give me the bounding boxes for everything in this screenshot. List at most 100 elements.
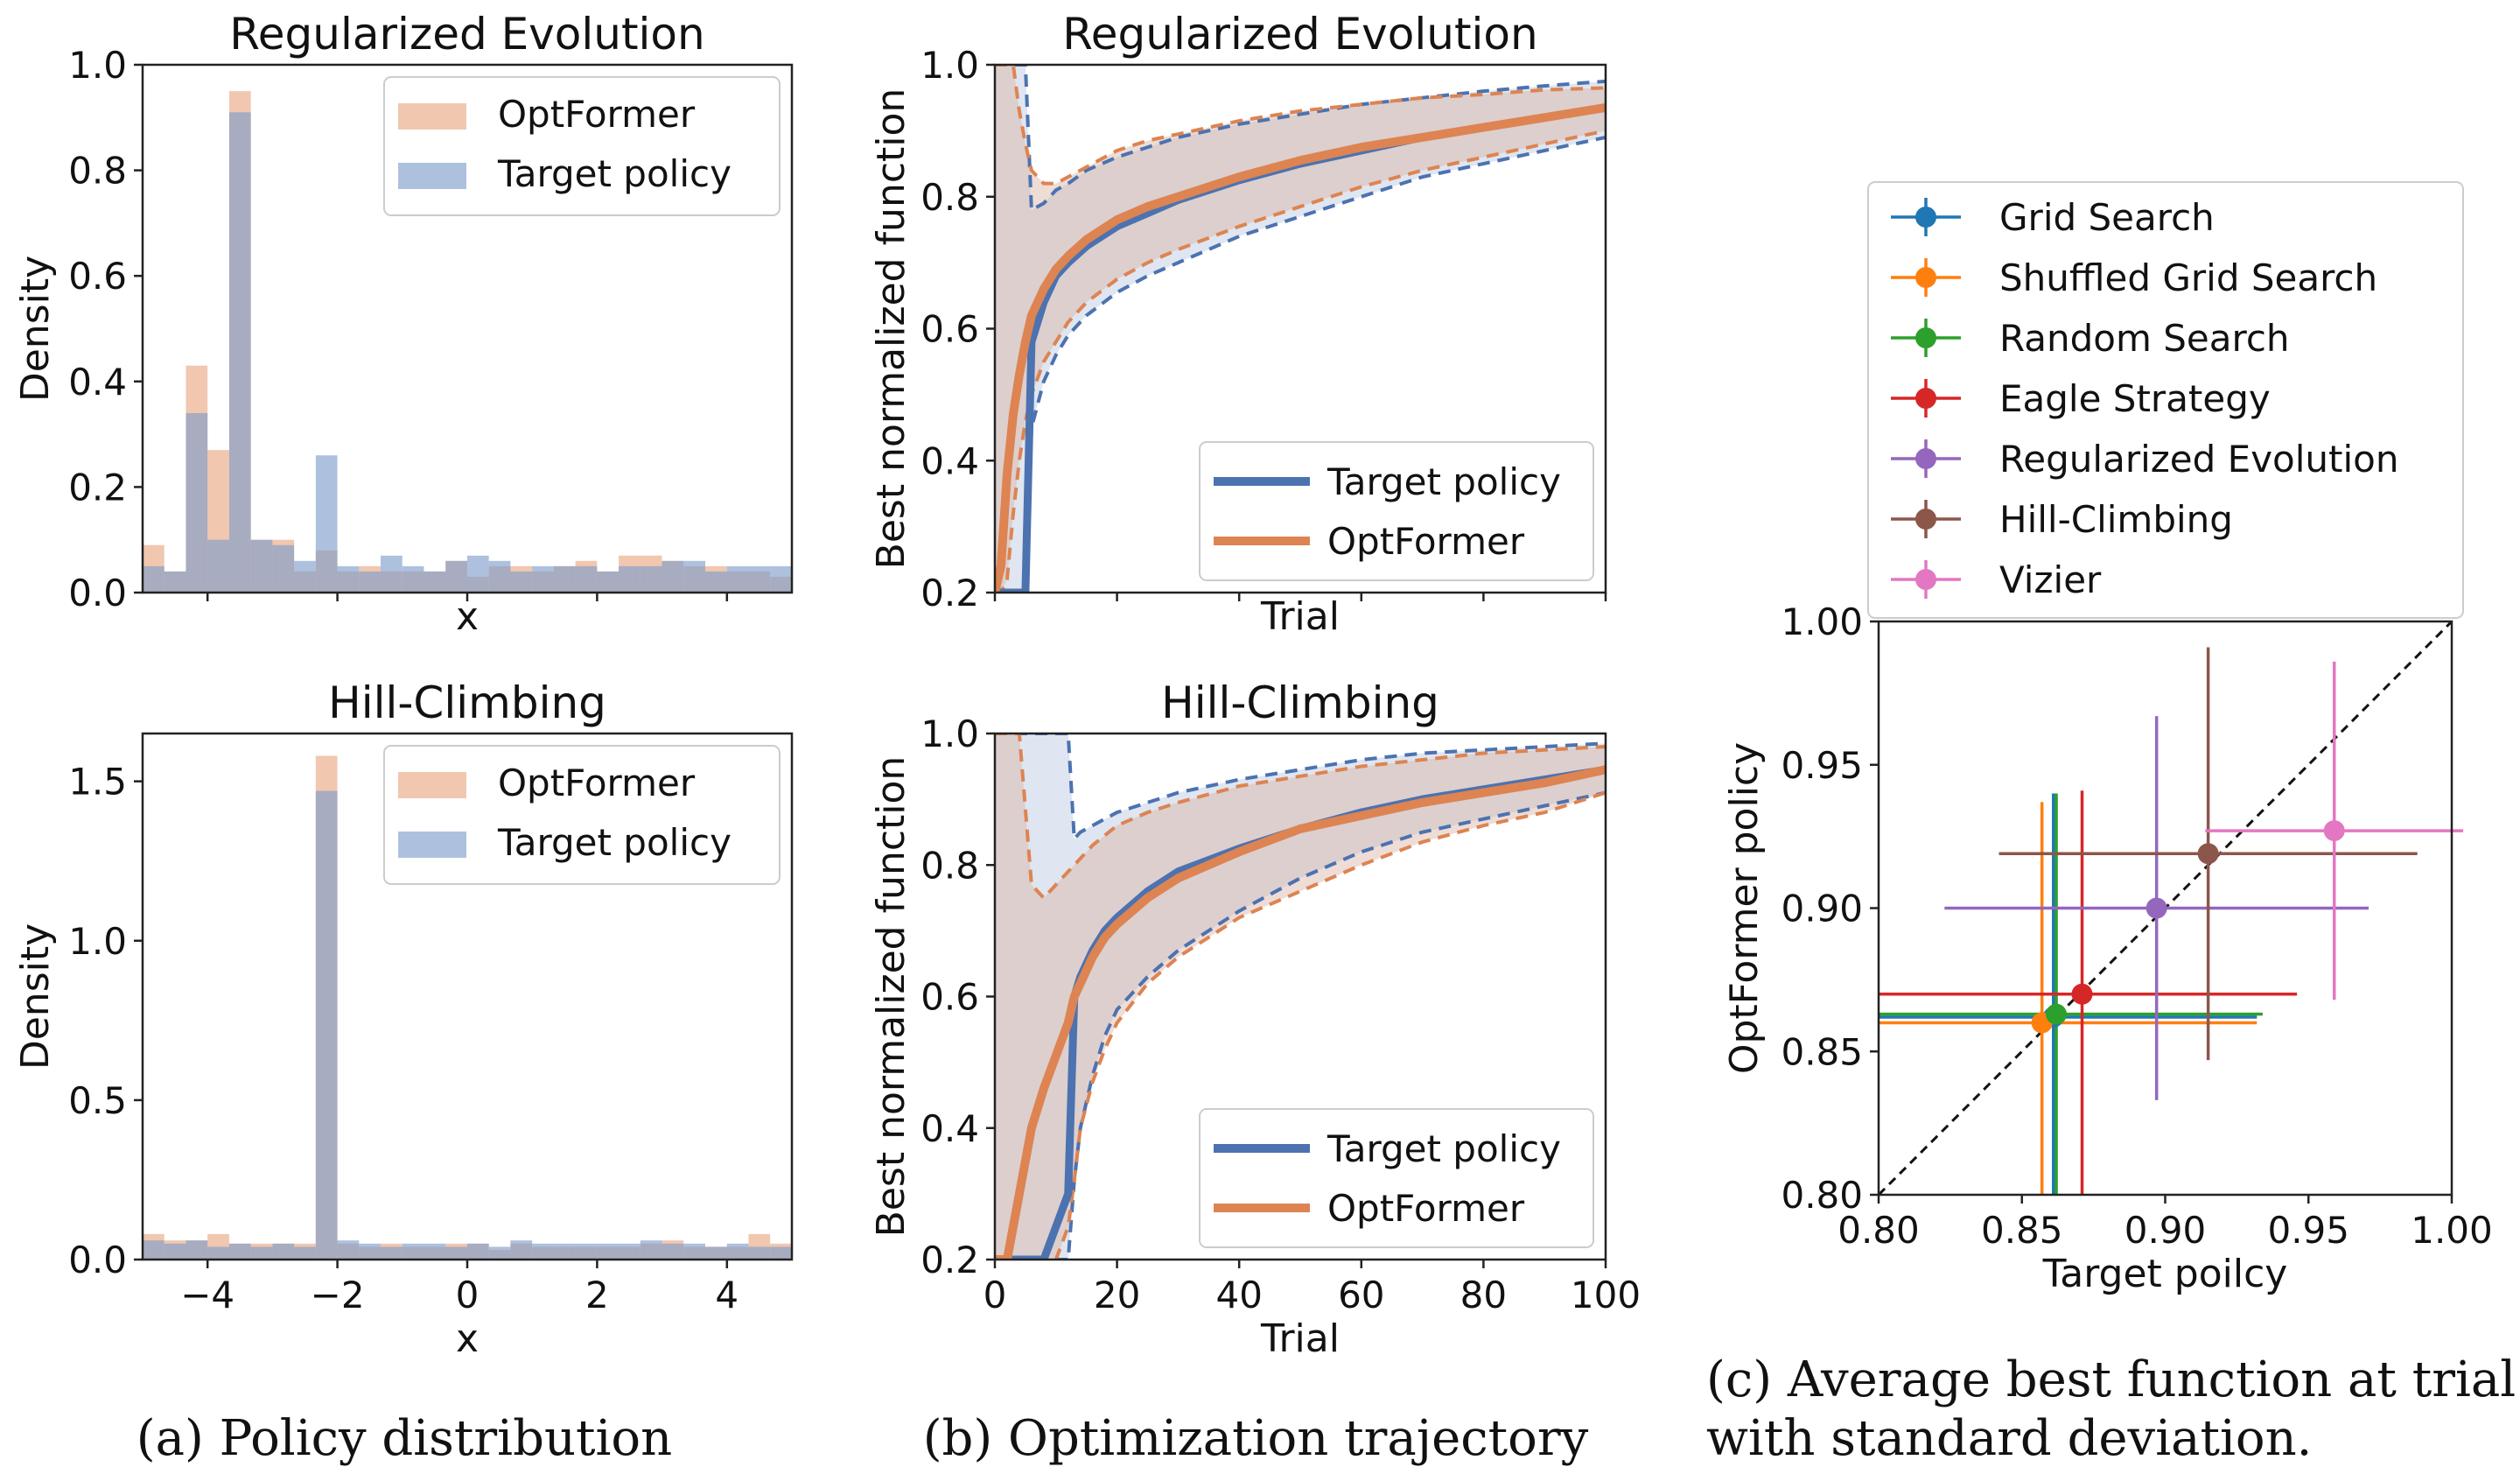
y-tick-label: 0.80 bbox=[1781, 1174, 1863, 1217]
y-tick-label: 1.0 bbox=[68, 920, 127, 963]
bar-target-policy bbox=[466, 555, 489, 593]
legend-swatch-optformer bbox=[398, 103, 466, 130]
legend-marker-hill-climbing bbox=[1915, 509, 1936, 530]
x-tick-label: 0 bbox=[984, 1274, 1007, 1316]
bar-target-policy bbox=[640, 1240, 662, 1260]
chart-title: Regularized Evolution bbox=[229, 9, 704, 60]
upper-optformer bbox=[995, 65, 1606, 186]
bar-target-policy bbox=[445, 560, 467, 593]
bar-target-policy bbox=[359, 1243, 382, 1260]
bar-target-policy bbox=[553, 1243, 576, 1260]
legend-swatch-optformer bbox=[398, 772, 466, 798]
bar-target-policy bbox=[726, 565, 749, 593]
bar-target-policy bbox=[143, 1240, 164, 1260]
legend-marker-random-search bbox=[1915, 327, 1936, 348]
y-tick-label: 1.0 bbox=[920, 712, 979, 755]
bar-target-policy bbox=[662, 1243, 684, 1260]
caption-b: (b) Optimization trajectory bbox=[923, 1410, 1589, 1467]
bar-target-policy bbox=[640, 565, 662, 593]
y-tick-label: 1.5 bbox=[68, 761, 127, 804]
bar-target-policy bbox=[619, 565, 640, 593]
legend-label: Target policy bbox=[497, 152, 732, 195]
legend-marker-grid-search bbox=[1915, 207, 1936, 228]
lower-optformer bbox=[995, 790, 1606, 1260]
legend-label: OptFormer bbox=[498, 93, 696, 136]
band-target-policy bbox=[995, 733, 1606, 1260]
bar-target-policy bbox=[207, 1246, 229, 1260]
bar-target-policy bbox=[337, 565, 360, 593]
legend-swatch-target-policy bbox=[398, 163, 466, 189]
bar-target-policy bbox=[207, 539, 229, 593]
hist-hill-climbing: 0.0 0.5 1.0 1.5 −4 −2 0 2 4 Hill-Climbing x Density… bbox=[13, 677, 794, 1361]
y-tick-label: 0.4 bbox=[68, 361, 127, 404]
bar-target-policy bbox=[359, 571, 382, 593]
legend-label: Hill-Climbing bbox=[1999, 498, 2233, 541]
bar-target-policy bbox=[143, 565, 164, 593]
x-tick-label: −2 bbox=[311, 1274, 365, 1316]
y-tick-label: 0.0 bbox=[68, 572, 127, 614]
legend-label: Regularized Evolution bbox=[1999, 438, 2398, 481]
y-axis-label: Best normalized function bbox=[869, 88, 914, 570]
bar-target-policy bbox=[337, 1240, 360, 1260]
y-axis-label: OptFormer policy bbox=[1722, 742, 1767, 1074]
legend-box bbox=[383, 745, 780, 885]
y-tick-label: 1.0 bbox=[68, 44, 127, 87]
upper-optformer bbox=[995, 733, 1606, 901]
plot-area bbox=[995, 733, 1606, 1260]
legend-swatch-target-policy bbox=[398, 832, 466, 858]
trajectory-regularized-evolution: 0.2 0.4 0.6 0.8 1.0 Regularized Evolution Tria… bbox=[869, 9, 1607, 639]
legend-label: Shuffled Grid Search bbox=[1999, 256, 2377, 299]
legend-label: Grid Search bbox=[1999, 196, 2215, 239]
bar-target-policy bbox=[532, 565, 554, 593]
bar-target-policy bbox=[164, 571, 186, 593]
bar-target-policy bbox=[402, 1243, 424, 1260]
caption-a: (a) Policy distribution bbox=[136, 1410, 672, 1467]
bar-target-policy bbox=[662, 560, 684, 593]
legend-marker-eagle-strategy bbox=[1915, 388, 1936, 409]
y-tick-label: 1.00 bbox=[1781, 600, 1863, 643]
y-tick-label: 0.6 bbox=[920, 976, 979, 1019]
y-tick-label: 0.95 bbox=[1781, 744, 1863, 787]
hist-regularized-evolution: 0.0 0.2 0.4 0.6 0.8 1.0 Regularized Evolution x… bbox=[13, 9, 794, 639]
bar-target-policy bbox=[381, 1246, 402, 1260]
band-target-policy bbox=[995, 65, 1606, 593]
point-vizier bbox=[2323, 820, 2345, 842]
bar-target-policy bbox=[315, 455, 338, 593]
x-tick-label: 4 bbox=[715, 1274, 738, 1316]
bar-target-policy bbox=[186, 412, 208, 593]
bar-target-policy bbox=[186, 1240, 208, 1260]
lower-target-policy bbox=[995, 135, 1606, 593]
line-optformer bbox=[995, 765, 1606, 1260]
x-tick-label: 0 bbox=[456, 1274, 480, 1316]
line-optformer bbox=[995, 103, 1606, 593]
legend-marker-shuffled-grid-search bbox=[1915, 267, 1936, 288]
trajectory-hill-climbing: 0.2 0.4 0.6 0.8 1.0 0 20 40 60 80 100 Hill-Climbing… bbox=[869, 677, 1641, 1361]
legend-label: Random Search bbox=[1999, 317, 2290, 360]
chart-title: Hill-Climbing bbox=[1161, 677, 1439, 728]
point-random-search bbox=[2046, 1003, 2068, 1025]
bar-target-policy bbox=[748, 1246, 771, 1260]
x-axis-label: x bbox=[456, 594, 479, 639]
legend-label: OptFormer bbox=[498, 762, 696, 804]
x-tick-label: 0.90 bbox=[2124, 1209, 2207, 1252]
x-tick-label: 20 bbox=[1094, 1274, 1140, 1316]
chart-title: Hill-Climbing bbox=[328, 677, 606, 728]
y-tick-label: 0.2 bbox=[920, 1239, 979, 1281]
legend-marker-vizier bbox=[1915, 569, 1936, 590]
y-tick-label: 0.6 bbox=[920, 308, 979, 351]
x-tick-label: 80 bbox=[1460, 1274, 1507, 1316]
x-tick-label: 40 bbox=[1215, 1274, 1262, 1316]
bar-target-policy bbox=[575, 565, 598, 593]
y-tick-label: 0.90 bbox=[1781, 888, 1863, 930]
bar-target-policy bbox=[228, 1243, 251, 1260]
band-optformer bbox=[995, 733, 1606, 1260]
x-tick-label: 60 bbox=[1338, 1274, 1384, 1316]
bar-target-policy bbox=[424, 1243, 446, 1260]
bar-target-policy bbox=[402, 565, 424, 593]
bar-target-policy bbox=[597, 571, 620, 593]
bar-target-policy bbox=[250, 539, 273, 593]
x-tick-label: 0.80 bbox=[1838, 1209, 1920, 1252]
y-tick-label: 0.6 bbox=[68, 255, 127, 298]
bar-target-policy bbox=[553, 565, 576, 593]
caption-c-line2: with standard deviation. bbox=[1706, 1410, 2312, 1467]
